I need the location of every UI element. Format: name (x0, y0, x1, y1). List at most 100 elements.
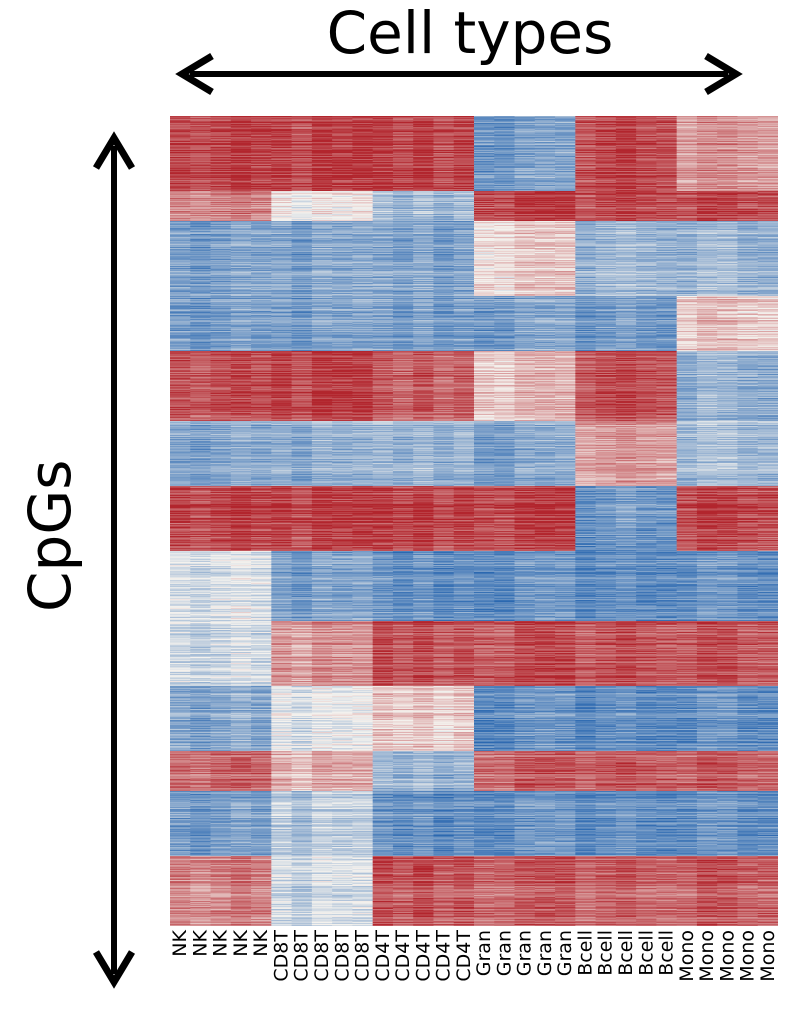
heatmap-cell (251, 117, 272, 119)
heatmap-cell (413, 128, 435, 130)
heatmap-cell (433, 126, 455, 128)
heatmap-cell (514, 137, 536, 139)
heatmap-cell (332, 135, 353, 137)
heatmap-cell (757, 128, 778, 130)
heatmap-cell (555, 121, 576, 123)
heatmap-cell (555, 126, 576, 128)
heatmap-cell (514, 125, 536, 127)
heatmap-cell (230, 135, 252, 137)
heatmap-cell (230, 137, 252, 139)
heatmap-cell (494, 124, 516, 126)
heatmap-cell (676, 129, 698, 131)
heatmap-cell (372, 118, 394, 120)
heatmap-cell (555, 137, 576, 139)
heatmap-cell (372, 122, 394, 124)
heatmap-cell (555, 125, 576, 127)
heatmap-cell (676, 125, 698, 127)
heatmap-cell (717, 126, 739, 128)
heatmap-cell (474, 130, 495, 132)
heatmap-cell (271, 125, 293, 127)
heatmap-cell (413, 126, 435, 128)
heatmap-cell (494, 120, 516, 122)
heatmap-cell (271, 137, 293, 139)
heatmap-cell (514, 132, 536, 134)
heatmap-cell (332, 125, 353, 127)
heatmap-cell (534, 124, 556, 126)
heatmap-cell (291, 134, 313, 136)
heatmap-cell (474, 136, 495, 138)
heatmap-cell (494, 125, 516, 127)
heatmap-cell (433, 120, 455, 122)
heatmap-cell (494, 131, 516, 133)
heatmap-cell (392, 131, 414, 133)
heatmap-cell (656, 135, 678, 137)
heatmap-cell (656, 128, 678, 130)
heatmap-cell (757, 132, 778, 134)
heatmap-cell (595, 120, 617, 122)
heatmap-cell (291, 132, 313, 134)
heatmap-cell (251, 136, 272, 138)
heatmap-cell (433, 119, 455, 121)
heatmap-cell (332, 129, 353, 131)
heatmap-cell (575, 127, 597, 129)
heatmap-cell (595, 129, 617, 131)
heatmap-cell (372, 119, 394, 121)
heatmap-cell (555, 129, 576, 131)
heatmap-cell (190, 118, 212, 120)
heatmap-cell (332, 122, 353, 124)
heatmap-cell (615, 130, 637, 132)
heatmap-cell (311, 124, 333, 126)
heatmap-cell (210, 137, 232, 139)
heatmap-cell (656, 132, 678, 134)
heatmap-cell (676, 119, 698, 121)
heatmap-cell (615, 135, 637, 137)
heatmap-cell (656, 133, 678, 135)
heatmap-cell (210, 120, 232, 122)
heatmap-cell (696, 127, 718, 129)
heatmap-cell (332, 121, 353, 123)
heatmap-cell (757, 126, 778, 128)
heatmap-cell (352, 126, 374, 128)
heatmap-cell (656, 121, 678, 123)
heatmap-cell (392, 116, 414, 118)
heatmap-cell (757, 117, 778, 119)
heatmap-cell (413, 118, 435, 120)
heatmap-cell (757, 118, 778, 120)
heatmap-cell (332, 120, 353, 122)
heatmap-cell (190, 119, 212, 121)
heatmap-cell (392, 120, 414, 122)
heatmap-cell (230, 129, 252, 131)
heatmap-cell (433, 135, 455, 137)
heatmap-cell (352, 137, 374, 139)
heatmap-cell (696, 116, 718, 118)
heatmap-cell (696, 137, 718, 139)
heatmap-cell (474, 123, 495, 125)
heatmap-cell (251, 120, 272, 122)
heatmap-cell (474, 126, 495, 128)
heatmap-cell (413, 116, 435, 118)
heatmap-cell (555, 130, 576, 132)
heatmap-cell (636, 119, 657, 121)
heatmap-cell (291, 135, 313, 137)
heatmap-cell (514, 122, 536, 124)
heatmap-cell (372, 120, 394, 122)
heatmap-cell (757, 116, 778, 118)
heatmap-cell (615, 125, 637, 127)
heatmap-cell (636, 121, 657, 123)
heatmap-cell (696, 123, 718, 125)
heatmap-cell (251, 135, 272, 137)
heatmap-cell (332, 132, 353, 134)
heatmap-cell (514, 116, 536, 118)
heatmap-cell (190, 131, 212, 133)
heatmap-cell (474, 128, 495, 130)
heatmap-cell (291, 123, 313, 125)
heatmap-cell (170, 137, 191, 139)
heatmap-cell (413, 129, 435, 131)
heatmap-cell (474, 124, 495, 126)
heatmap-cell (656, 116, 678, 118)
heatmap-cell (636, 126, 657, 128)
heatmap-cell (453, 126, 475, 128)
heatmap-cell (494, 116, 516, 118)
heatmap-cell (352, 127, 374, 129)
heatmap-cell (433, 129, 455, 131)
